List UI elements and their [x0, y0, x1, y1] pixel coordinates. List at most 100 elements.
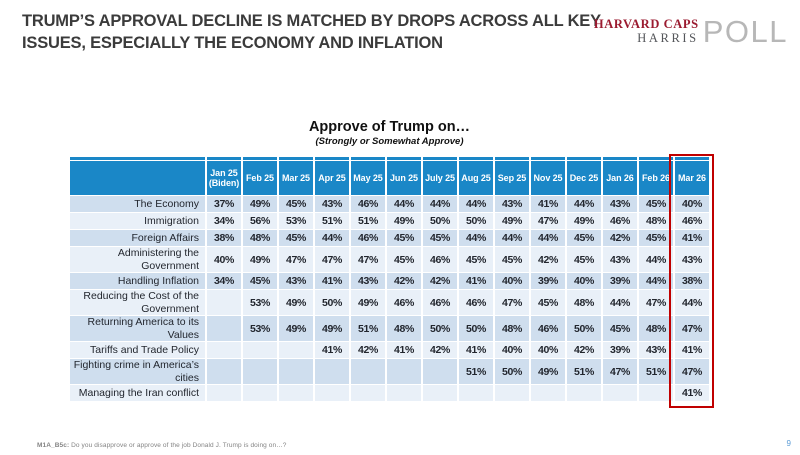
value-cell: 42% — [351, 342, 385, 358]
value-cell: 41% — [531, 196, 565, 212]
top-border-segment — [639, 157, 673, 160]
value-cell: 49% — [243, 196, 277, 212]
row-label: The Economy — [70, 196, 205, 212]
column-header: July 25 — [423, 161, 457, 195]
value-cell: 45% — [603, 316, 637, 341]
table-subtitle: (Strongly or Somewhat Approve) — [315, 136, 464, 147]
value-cell: 48% — [567, 290, 601, 315]
value-cell: 49% — [279, 290, 313, 315]
column-header: Aug 25 — [459, 161, 493, 195]
value-cell — [387, 385, 421, 401]
top-border-segment — [675, 157, 709, 160]
value-cell: 50% — [495, 359, 529, 384]
value-cell: 45% — [567, 247, 601, 272]
value-cell: 42% — [567, 342, 601, 358]
value-cell: 49% — [351, 290, 385, 315]
value-cell: 49% — [495, 213, 529, 229]
value-cell: 49% — [387, 213, 421, 229]
value-cell: 44% — [459, 196, 493, 212]
top-border-segment — [531, 157, 565, 160]
value-cell: 39% — [603, 273, 637, 289]
value-cell: 40% — [207, 247, 241, 272]
value-cell: 46% — [351, 196, 385, 212]
top-border-segment — [243, 157, 277, 160]
value-cell: 51% — [351, 213, 385, 229]
table-row: Foreign Affairs 38% 48% 45% 44% 46% 45% 45% 44% 4… — [70, 230, 709, 246]
value-cell: 48% — [639, 316, 673, 341]
value-cell: 51% — [351, 316, 385, 341]
value-cell — [639, 385, 673, 401]
table-body: Jan 25 (Biden) Feb 25 Mar 25 Apr 25 May 25 Jun… — [70, 157, 709, 401]
value-cell: 48% — [243, 230, 277, 246]
value-cell: 51% — [315, 213, 349, 229]
row-label: Immigration — [70, 213, 205, 229]
logo-wordmark: HARVARD CAPS HARRIS — [594, 18, 703, 44]
value-cell: 42% — [423, 342, 457, 358]
slide-title-line2: ISSUES, ESPECIALLY THE ECONOMY AND INFLA… — [22, 33, 443, 52]
column-header: May 25 — [351, 161, 385, 195]
value-cell: 47% — [351, 247, 385, 272]
value-cell: 38% — [675, 273, 709, 289]
value-cell: 48% — [495, 316, 529, 341]
value-cell: 42% — [531, 247, 565, 272]
value-cell: 44% — [603, 290, 637, 315]
value-cell: 43% — [279, 273, 313, 289]
value-cell: 45% — [279, 196, 313, 212]
table-row: Managing the Iran conflict 41% — [70, 385, 709, 401]
top-border-segment — [567, 157, 601, 160]
value-cell: 42% — [603, 230, 637, 246]
value-cell: 45% — [387, 247, 421, 272]
question-footnote: M1A_B5c: Do you disapprove or approve of… — [37, 442, 287, 449]
value-cell: 45% — [567, 230, 601, 246]
top-border-segment — [351, 157, 385, 160]
value-cell: 43% — [315, 196, 349, 212]
value-cell — [459, 385, 493, 401]
value-cell: 44% — [639, 273, 673, 289]
column-header: Feb 25 — [243, 161, 277, 195]
slide-title: TRUMP’S APPROVAL DECLINE IS MATCHED BY D… — [22, 11, 632, 55]
value-cell: 44% — [495, 230, 529, 246]
value-cell: 47% — [675, 316, 709, 341]
value-cell — [207, 290, 241, 315]
table-title: Approve of Trump on… — [308, 119, 471, 135]
value-cell: 40% — [495, 342, 529, 358]
value-cell: 41% — [387, 342, 421, 358]
value-cell: 44% — [639, 247, 673, 272]
value-cell: 47% — [495, 290, 529, 315]
row-label: Administering the Government — [70, 247, 205, 272]
value-cell — [423, 385, 457, 401]
value-cell: 44% — [459, 230, 493, 246]
value-cell: 47% — [315, 247, 349, 272]
top-border-segment — [70, 157, 205, 160]
footnote-question-text: Do you disapprove or approve of the job … — [69, 442, 287, 449]
value-cell: 44% — [387, 196, 421, 212]
value-cell — [387, 359, 421, 384]
value-cell — [279, 385, 313, 401]
value-cell: 46% — [675, 213, 709, 229]
value-cell: 48% — [387, 316, 421, 341]
value-cell: 50% — [423, 213, 457, 229]
top-border-segment — [423, 157, 457, 160]
value-cell: 51% — [639, 359, 673, 384]
value-cell: 41% — [459, 273, 493, 289]
table-row: Administering the Government 40% 49% 47% 47%… — [70, 247, 709, 272]
value-cell: 41% — [315, 273, 349, 289]
value-cell — [279, 359, 313, 384]
value-cell: 39% — [531, 273, 565, 289]
table-heading: Approve of Trump on… (Strongly or Somewh… — [68, 119, 711, 147]
row-label: Fighting crime in America’s cities — [70, 359, 205, 384]
value-cell: 44% — [567, 196, 601, 212]
value-cell: 50% — [567, 316, 601, 341]
value-cell: 46% — [387, 290, 421, 315]
value-cell: 43% — [675, 247, 709, 272]
logo-harvard-caps: HARVARD CAPS — [593, 17, 699, 32]
value-cell — [207, 359, 241, 384]
approval-table-container: Jan 25 (Biden) Feb 25 Mar 25 Apr 25 May 25 Jun… — [68, 154, 714, 408]
value-cell: 41% — [315, 342, 349, 358]
value-cell: 56% — [243, 213, 277, 229]
column-header: Mar 25 — [279, 161, 313, 195]
value-cell: 49% — [279, 316, 313, 341]
value-cell: 50% — [459, 213, 493, 229]
value-cell: 49% — [315, 316, 349, 341]
table-row: Returning America to its Values 53% 49% 49%… — [70, 316, 709, 341]
